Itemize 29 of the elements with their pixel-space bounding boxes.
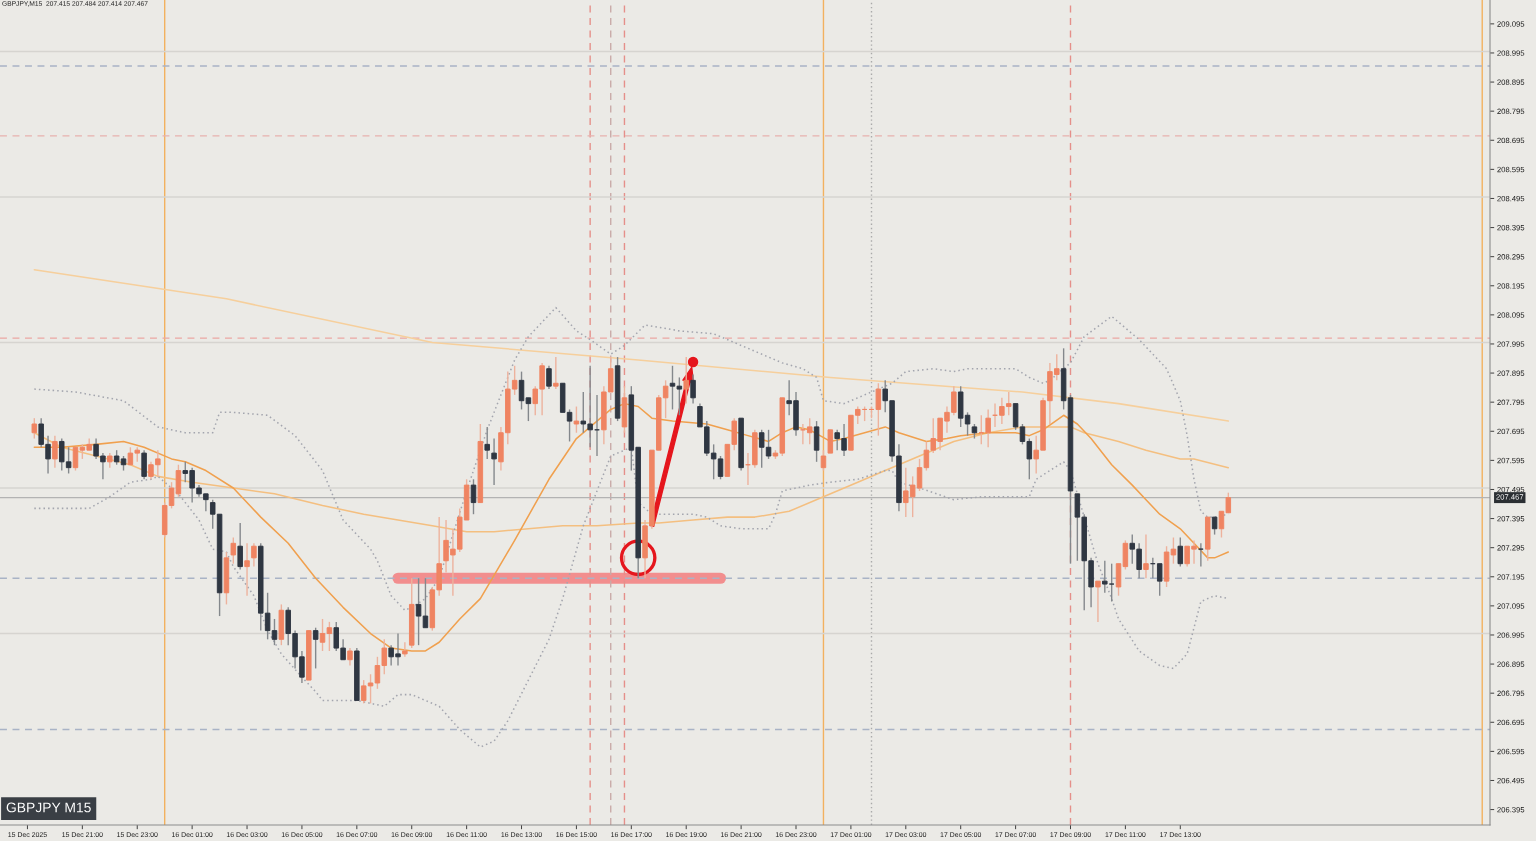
candlestick	[237, 522, 243, 571]
candlestick	[141, 449, 147, 480]
candlestick	[573, 405, 580, 434]
candlestick	[491, 437, 497, 486]
candlestick	[1095, 580, 1101, 623]
candlestick	[1156, 562, 1163, 597]
candlestick	[546, 365, 552, 390]
candlestick	[690, 373, 696, 405]
candlestick	[31, 417, 38, 440]
candlestick	[1143, 533, 1149, 579]
candlestick	[813, 420, 820, 463]
candlestick	[52, 434, 58, 469]
candlestick	[827, 429, 834, 454]
candlestick	[806, 417, 813, 446]
candlestick	[553, 356, 559, 390]
candlestick	[470, 478, 477, 515]
candlestick	[1177, 536, 1184, 568]
candlestick	[244, 542, 250, 597]
candlestick	[402, 641, 408, 658]
candlestick	[230, 536, 237, 565]
line-series	[33, 268, 1230, 422]
candlestick	[820, 449, 827, 472]
candlestick	[1170, 536, 1177, 565]
candlestick	[251, 542, 257, 568]
candlestick	[175, 464, 182, 498]
annotation: GBPJPY M15	[6, 802, 91, 813]
candlestick	[484, 426, 490, 460]
candlestick	[683, 356, 689, 405]
candlestick	[312, 627, 319, 670]
